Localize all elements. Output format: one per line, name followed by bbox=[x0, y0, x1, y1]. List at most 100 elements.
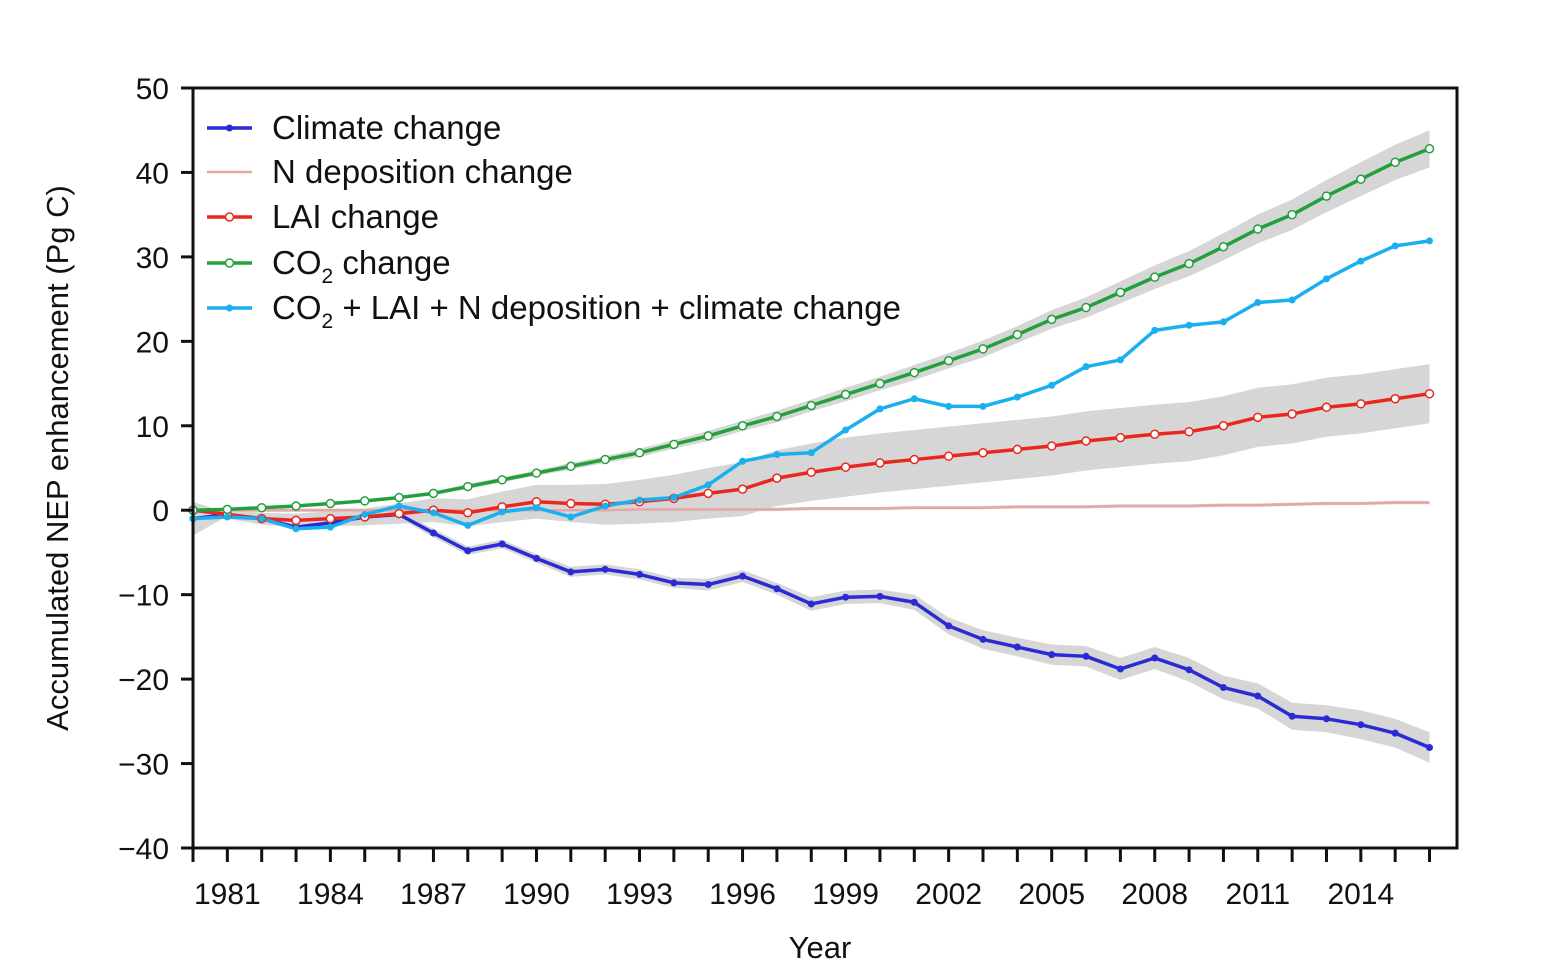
x-tick-label: 1999 bbox=[812, 878, 879, 911]
data-point bbox=[1048, 651, 1056, 659]
data-point bbox=[1424, 388, 1435, 399]
data-point bbox=[359, 496, 370, 506]
x-tick-label: 2011 bbox=[1226, 878, 1291, 911]
data-point bbox=[909, 367, 920, 378]
data-point bbox=[567, 513, 575, 521]
data-point bbox=[773, 585, 781, 593]
data-point bbox=[978, 344, 988, 354]
data-point bbox=[1322, 715, 1330, 723]
data-point bbox=[704, 481, 712, 489]
data-point bbox=[669, 439, 679, 450]
legend-swatch-marker bbox=[226, 124, 233, 132]
data-point bbox=[840, 389, 851, 400]
data-point bbox=[1184, 426, 1194, 437]
y-tick-label: 50 bbox=[136, 73, 169, 106]
data-point bbox=[806, 467, 817, 477]
data-point bbox=[739, 457, 747, 465]
data-point bbox=[222, 504, 233, 515]
uncertainty-band bbox=[193, 364, 1430, 528]
data-point bbox=[1046, 441, 1057, 451]
data-point bbox=[1081, 436, 1091, 446]
data-point bbox=[532, 554, 540, 562]
data-point bbox=[945, 622, 953, 630]
y-tick-label: 10 bbox=[136, 411, 169, 444]
data-point bbox=[840, 462, 851, 472]
x-tick-label: 2005 bbox=[1018, 878, 1085, 911]
data-point bbox=[292, 525, 300, 533]
data-point bbox=[1356, 174, 1366, 184]
data-point bbox=[567, 568, 575, 576]
data-point bbox=[737, 484, 748, 494]
data-point bbox=[909, 454, 920, 465]
data-point bbox=[1321, 191, 1332, 201]
legend-item: CO2 + LAI + N deposition + climate chang… bbox=[207, 289, 901, 333]
x-tick-label: 2008 bbox=[1121, 878, 1188, 911]
data-point bbox=[1218, 242, 1229, 252]
data-point bbox=[532, 504, 540, 512]
data-point bbox=[395, 502, 403, 510]
data-point bbox=[1357, 721, 1365, 729]
data-point bbox=[429, 509, 437, 517]
data-point bbox=[1390, 157, 1400, 168]
data-point bbox=[910, 395, 918, 403]
data-point bbox=[670, 579, 678, 587]
data-point bbox=[703, 488, 713, 499]
y-tick-label: −40 bbox=[118, 833, 169, 866]
data-point bbox=[223, 513, 231, 521]
data-point bbox=[1115, 287, 1126, 298]
legend-label: Climate change bbox=[272, 109, 501, 146]
data-point bbox=[1184, 258, 1194, 269]
data-point bbox=[910, 598, 918, 606]
data-point bbox=[737, 421, 748, 431]
data-point bbox=[291, 501, 301, 511]
legend-label: CO2 change bbox=[272, 244, 451, 288]
data-point bbox=[601, 502, 609, 510]
y-tick-label: −30 bbox=[118, 749, 169, 782]
legend-swatch-marker bbox=[224, 212, 235, 222]
x-tick-label: 1993 bbox=[606, 878, 673, 911]
data-point bbox=[703, 431, 713, 441]
data-point bbox=[875, 458, 885, 468]
data-point bbox=[326, 523, 334, 531]
data-point bbox=[1254, 298, 1262, 306]
data-point bbox=[428, 488, 439, 499]
legend-label: LAI change bbox=[272, 198, 439, 235]
data-point bbox=[1288, 712, 1296, 720]
uncertainty-band bbox=[193, 501, 1430, 763]
data-point bbox=[463, 481, 473, 492]
data-point bbox=[1116, 356, 1124, 364]
data-point bbox=[807, 600, 815, 608]
data-point bbox=[1046, 314, 1057, 325]
data-point bbox=[875, 378, 885, 389]
data-point bbox=[842, 593, 850, 601]
data-point bbox=[566, 461, 576, 472]
data-point bbox=[258, 515, 266, 523]
data-point bbox=[1081, 302, 1091, 313]
data-point bbox=[1149, 272, 1160, 282]
data-point bbox=[566, 498, 576, 509]
x-tick-label: 2002 bbox=[915, 878, 982, 911]
x-tick-label: 1996 bbox=[709, 878, 776, 911]
data-point bbox=[943, 356, 954, 366]
data-point bbox=[1116, 665, 1124, 673]
data-point bbox=[1151, 654, 1159, 662]
data-point bbox=[361, 510, 369, 518]
data-point bbox=[1424, 144, 1435, 154]
data-point bbox=[876, 405, 884, 413]
data-point bbox=[978, 448, 988, 458]
data-point bbox=[531, 468, 542, 478]
plot-area-frame bbox=[191, 86, 1459, 850]
y-tick-label: 0 bbox=[152, 495, 169, 528]
legend-label: N deposition change bbox=[272, 153, 573, 190]
data-point bbox=[497, 475, 507, 485]
data-point bbox=[1288, 296, 1296, 304]
data-point bbox=[1218, 421, 1229, 431]
data-point bbox=[1287, 209, 1297, 220]
data-point bbox=[1082, 652, 1090, 660]
data-point bbox=[670, 494, 678, 502]
data-point bbox=[1185, 321, 1193, 329]
data-point bbox=[498, 540, 506, 548]
y-tick-label: 20 bbox=[136, 326, 169, 359]
data-point bbox=[1219, 684, 1227, 692]
